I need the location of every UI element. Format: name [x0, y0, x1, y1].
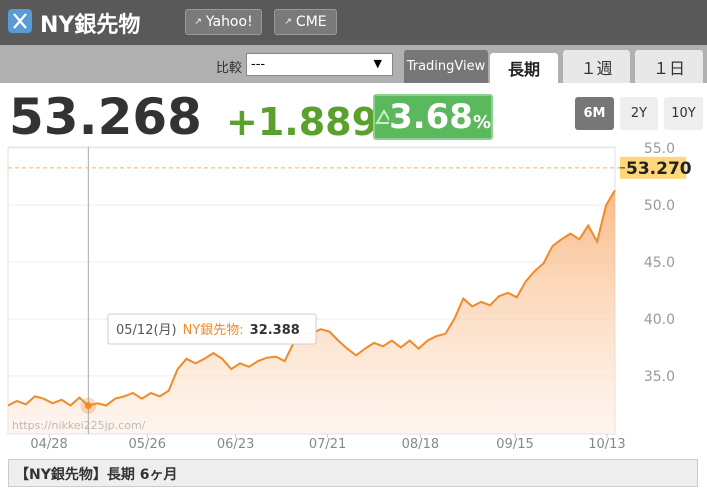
tooltip-box [107, 313, 317, 345]
x-icon[interactable] [8, 9, 32, 33]
area-fill [8, 190, 615, 434]
cme-link[interactable]: ↗ CME [274, 9, 337, 35]
hover-point [84, 402, 92, 410]
select-value: --- [251, 57, 266, 72]
x-tick-label: 04/28 [30, 437, 67, 452]
range-button[interactable]: 2Y [620, 97, 658, 130]
footer: 【NY銀先物】長期 6ヶ月 [8, 459, 698, 487]
price: 53.268 [9, 88, 202, 146]
tab-active[interactable]: 長期 [490, 53, 558, 83]
y-tick-label: 35.0 [644, 369, 675, 385]
tab[interactable]: １日 [635, 50, 703, 83]
link-text: Yahoo! [205, 14, 253, 30]
toolbar: 比較 --- ▼ TradingView 長期 １週 １日 [0, 45, 707, 83]
pct-unit: % [472, 111, 491, 133]
yahoo-link[interactable]: ↗ Yahoo! [185, 9, 262, 35]
y-tick-label: 45.0 [644, 255, 675, 271]
x-tick-label: 09/15 [496, 437, 533, 452]
x-tick-label: 10/13 [588, 437, 625, 452]
page-title: NY銀先物 [40, 13, 141, 38]
tab[interactable]: １週 [563, 50, 630, 83]
range-button-active[interactable]: 6M [575, 97, 614, 130]
current-price-label: 53.270 [626, 159, 692, 179]
compare-select[interactable]: --- ▼ [246, 53, 393, 76]
header: NY銀先物 ↗ Yahoo! ↗ CME [0, 0, 707, 45]
tab[interactable]: TradingView [404, 50, 488, 83]
x-tick-label: 05/26 [129, 437, 166, 452]
y-tick-label: 50.0 [644, 198, 675, 214]
compare-label: 比較 [216, 61, 243, 76]
x-tick-label: 07/21 [309, 437, 346, 452]
x-tick-label: 06/23 [217, 437, 254, 452]
up-triangle [375, 109, 390, 124]
x-tick-label: 08/18 [402, 437, 439, 452]
y-tick-label: 40.0 [644, 312, 675, 328]
chart: 35.0 40.0 45.0 50.0 55.0 04/28 05/26 06/23 07/21… [7, 141, 692, 452]
tooltip-text: 05/12(月) NY銀先物: 32.388 [116, 323, 300, 338]
watermark: https://nikkei225jp.com/ [12, 419, 146, 432]
tooltip-date: 05/12(月) [116, 323, 177, 338]
y-tick-label: 55.0 [644, 141, 675, 157]
change-pct: 3.68 [389, 97, 473, 137]
range-button[interactable]: 10Y [664, 97, 703, 130]
change: +1.889 [226, 100, 379, 144]
tooltip-value: 32.388 [250, 323, 300, 338]
change-pct-box: 3.68% [373, 94, 493, 140]
current-price-box [620, 156, 686, 179]
tooltip-series: NY銀先物: [183, 323, 244, 338]
link-text: CME [295, 14, 327, 30]
